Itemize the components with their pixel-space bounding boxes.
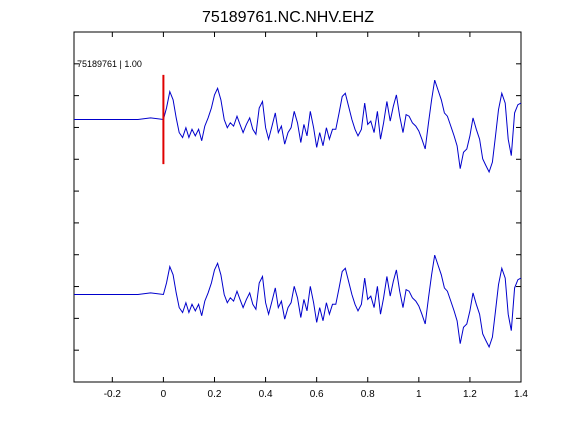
x-tick-label: 1.4 bbox=[514, 389, 528, 400]
seismic-trace-1 bbox=[74, 79, 522, 174]
x-tick-label: 1 bbox=[416, 389, 422, 400]
chart-title: 75189761.NC.NHV.EHZ bbox=[202, 9, 374, 26]
x-tick-label: 0.2 bbox=[208, 389, 222, 400]
x-tick-label: 1.2 bbox=[463, 389, 477, 400]
x-tick-label: 0.8 bbox=[361, 389, 375, 400]
x-tick-label: -0.2 bbox=[104, 389, 122, 400]
y-axis-ticks bbox=[74, 63, 521, 351]
x-axis: -0.2 0 0.2 0.4 0.6 0.8 1 1.2 1.4 bbox=[104, 32, 528, 400]
x-tick-label: 0.6 bbox=[310, 389, 324, 400]
traces bbox=[74, 79, 522, 349]
x-tick-label: 0.4 bbox=[259, 389, 273, 400]
trace-annotation-label: 75189761 | 1.00 bbox=[77, 59, 142, 69]
plot-frame bbox=[73, 31, 522, 383]
x-tick-label: 0 bbox=[161, 389, 167, 400]
seismic-trace-2 bbox=[74, 254, 522, 349]
